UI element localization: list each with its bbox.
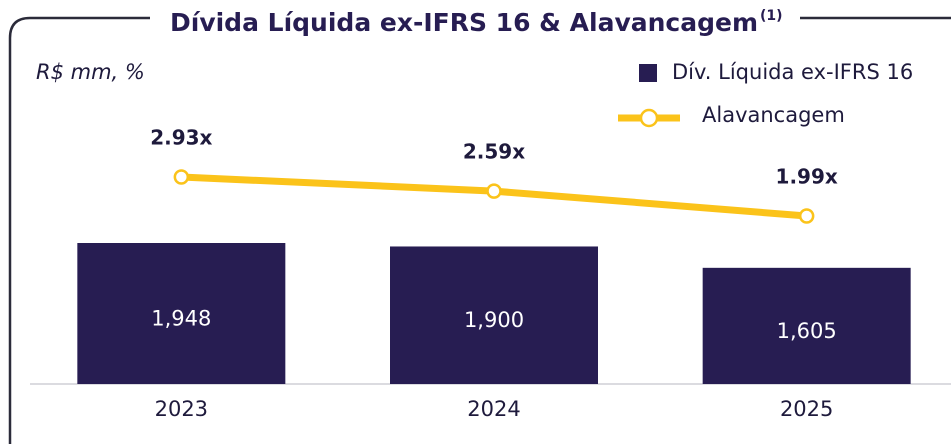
chart-title: Dívida Líquida ex-IFRS 16 & Alavancagem — [170, 8, 758, 37]
line-point — [486, 183, 502, 199]
title-note: (1) — [760, 8, 783, 24]
bar — [390, 246, 598, 384]
subtitle: R$ mm, % — [36, 60, 145, 84]
frame — [8, 16, 150, 444]
x-tick-label: 2023 — [155, 397, 208, 421]
bar — [77, 243, 286, 384]
legend-swatch — [639, 64, 657, 82]
x-tick-label: 2024 — [467, 397, 520, 421]
line-value-label: 2.59x — [463, 140, 525, 164]
bar-value-label: 1,900 — [464, 308, 524, 332]
legend-swatch — [639, 108, 659, 128]
line-value-label: 2.93x — [150, 126, 212, 150]
bar-value-label: 1,605 — [777, 319, 837, 343]
x-tick-label: 2025 — [780, 397, 833, 421]
line-value-label: 1.99x — [776, 165, 838, 189]
line-point — [798, 208, 815, 224]
bar-value-label: 1,948 — [151, 307, 211, 331]
legend-label: Alavancagem — [702, 103, 845, 127]
line-point — [173, 169, 190, 185]
legend-label: Dív. Líquida ex-IFRS 16 — [672, 60, 913, 84]
bar — [702, 267, 911, 384]
